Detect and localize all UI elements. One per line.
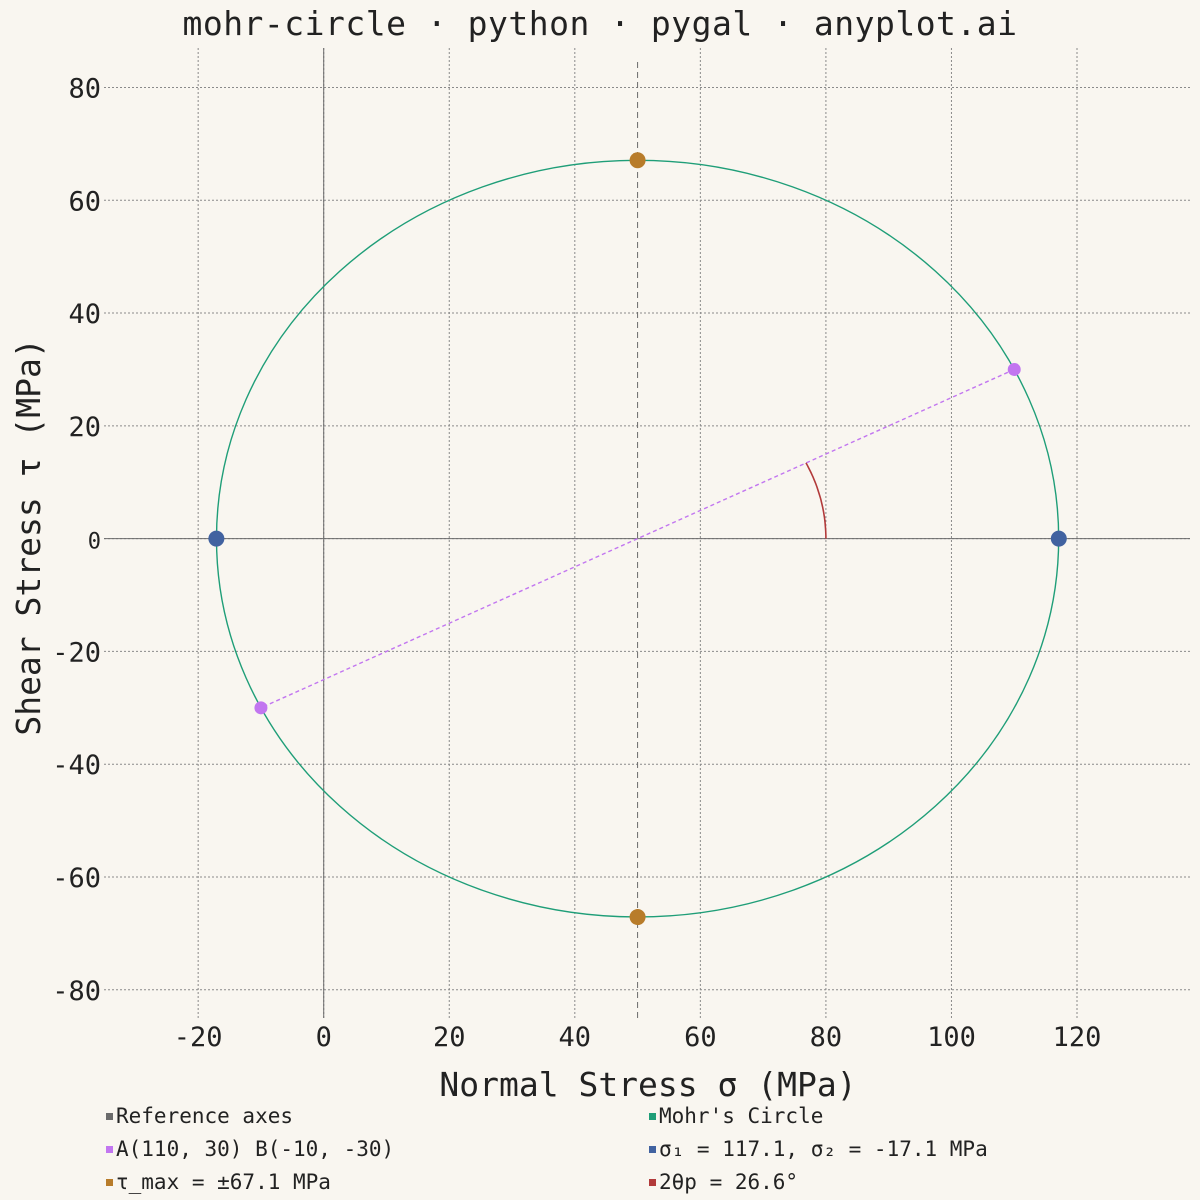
tick-labels: -20 0 20 40 60 80 100 120 80 60 40 20 0 -20 -40 -60 -80 (52, 73, 1101, 1053)
x-tick-label: -20 (174, 1022, 223, 1053)
principal-stress-marker (208, 530, 225, 547)
data-points (208, 152, 1067, 926)
max-shear-marker (629, 152, 646, 169)
y-tick-label: -20 (52, 637, 101, 668)
legend-swatch (106, 1179, 113, 1186)
legend-label: τ_max = ±67.1 MPa (116, 1170, 331, 1194)
principal-angle-arc (805, 462, 827, 539)
y-tick-label: 40 (68, 299, 101, 330)
stress-point-marker (254, 701, 268, 715)
legend-item-reference-axes[interactable]: Reference axes (106, 1104, 293, 1128)
legend-item-mohrs-circle[interactable]: Mohr's Circle (649, 1104, 823, 1128)
x-tick-label: 0 (316, 1022, 332, 1053)
y-tick-label: 80 (68, 73, 101, 104)
legend-label: Mohr's Circle (659, 1104, 824, 1128)
max-shear-marker (629, 909, 646, 926)
legend-item-tau-max[interactable]: τ_max = ±67.1 MPa (106, 1170, 331, 1194)
legend-swatch (649, 1146, 656, 1153)
x-tick-label: 20 (433, 1022, 466, 1053)
y-tick-label: -60 (52, 863, 101, 894)
reference-axes (104, 48, 1190, 1018)
x-tick-label: 60 (684, 1022, 717, 1053)
legend-label: σ₁ = 117.1, σ₂ = -17.1 MPa (659, 1137, 988, 1161)
legend-swatch (106, 1146, 113, 1153)
legend-swatch (649, 1113, 656, 1120)
y-tick-label: -80 (52, 976, 101, 1007)
diameter-line-a-b (260, 368, 1015, 709)
legend-swatch (106, 1113, 113, 1120)
legend-label: A(110, 30) B(-10, -30) (116, 1137, 395, 1161)
x-tick-label: 40 (559, 1022, 592, 1053)
principal-stress-marker (1050, 530, 1067, 547)
y-tick-label: -40 (52, 750, 101, 781)
y-tick-label: 0 (88, 530, 101, 555)
legend-item-principal-stresses[interactable]: σ₁ = 117.1, σ₂ = -17.1 MPa (649, 1137, 988, 1161)
x-tick-label: 120 (1053, 1022, 1102, 1053)
y-tick-label: 60 (68, 186, 101, 217)
y-axis-label: Shear Stress τ (MPa) (9, 338, 48, 735)
x-tick-label: 100 (927, 1022, 976, 1053)
x-tick-label: 80 (810, 1022, 843, 1053)
chart-title: mohr-circle · python · pygal · anyplot.a… (182, 4, 1018, 43)
legend-label: Reference axes (116, 1104, 294, 1128)
legend-label: 2θp = 26.6° (659, 1170, 799, 1194)
legend-swatch (649, 1179, 656, 1186)
stress-point-marker (1007, 362, 1021, 376)
legend-item-points-a-b[interactable]: A(110, 30) B(-10, -30) (106, 1137, 394, 1161)
y-tick-label: 20 (68, 412, 101, 443)
legend-item-principal-angle[interactable]: 2θp = 26.6° (649, 1170, 798, 1194)
x-axis-label: Normal Stress σ (MPa) (439, 1065, 856, 1104)
grid (104, 48, 1190, 1018)
